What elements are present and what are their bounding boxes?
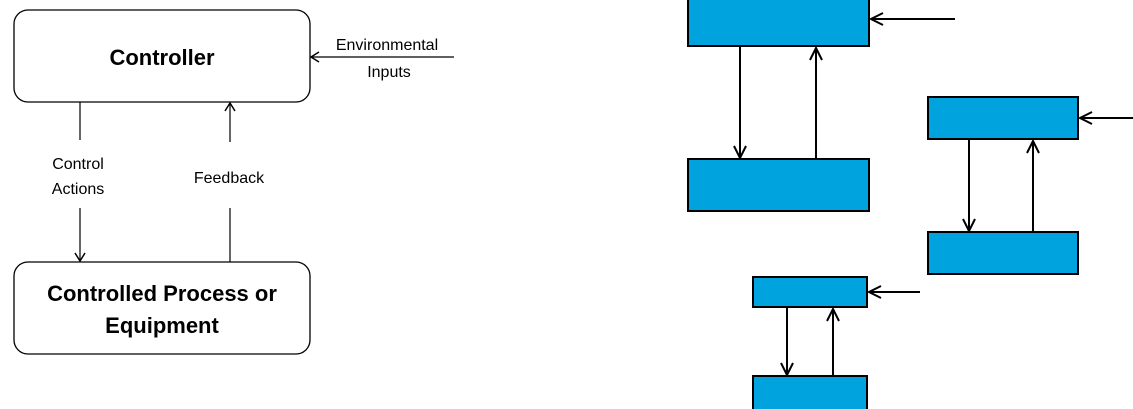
loop-small — [752, 276, 920, 409]
loop-large-process-block — [687, 158, 870, 212]
process-label-line1: Controlled Process or — [47, 281, 277, 306]
process-label-line2: Equipment — [105, 313, 219, 338]
left-control-loop-diagram: Controller Controlled Process or Equipme… — [13, 9, 454, 355]
loop-small-process-block — [752, 375, 868, 409]
feedback-label: Feedback — [194, 170, 265, 187]
controller-label: Controller — [109, 45, 215, 70]
loop-medium — [927, 96, 1133, 275]
loop-large-controller-block — [687, 0, 870, 47]
loop-medium-controller-block — [927, 96, 1079, 140]
environmental-inputs-label-line2: Inputs — [367, 64, 411, 81]
environmental-inputs-label-line1: Environmental — [336, 37, 438, 54]
control-actions-label-line2: Actions — [52, 181, 104, 198]
loop-medium-process-block — [927, 231, 1079, 275]
loop-large — [687, 0, 955, 212]
loop-small-controller-block — [752, 276, 868, 308]
right-multi-loop-diagram — [687, 0, 1133, 409]
control-actions-label-line1: Control — [52, 156, 104, 173]
process-box — [13, 261, 311, 355]
